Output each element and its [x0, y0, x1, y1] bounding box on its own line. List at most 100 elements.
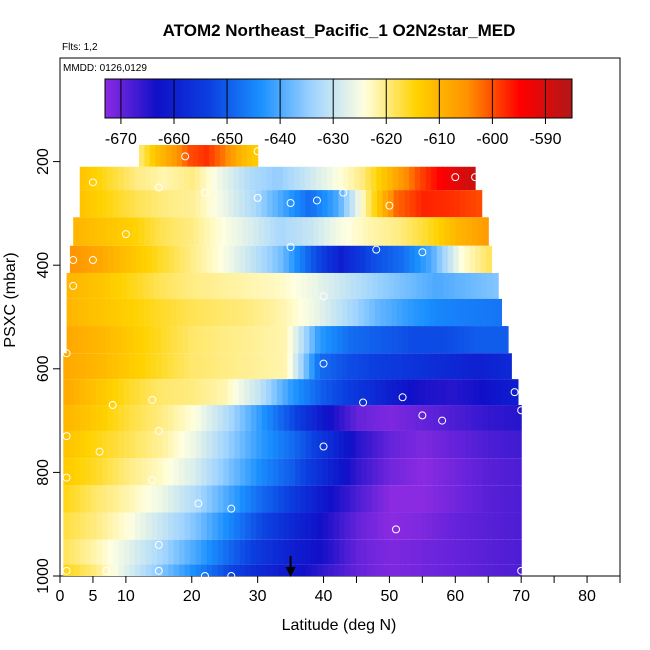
heatmap-cell [466, 405, 473, 431]
heatmap-cell [443, 539, 451, 565]
heatmap-cell [126, 272, 133, 299]
heatmap-cell [123, 458, 131, 486]
heatmap-cell [63, 512, 70, 540]
heatmap-cell [488, 512, 495, 540]
heatmap-cell [304, 166, 311, 191]
heatmap-cell [121, 298, 128, 327]
colorbar-segment [548, 79, 553, 118]
heatmap-cell [178, 190, 185, 218]
heatmap-cell [410, 485, 417, 513]
heatmap-cell [228, 166, 235, 191]
heatmap-cell [227, 379, 234, 406]
heatmap-cell [244, 190, 252, 218]
heatmap-cell [123, 405, 131, 431]
heatmap-cell [438, 539, 445, 565]
heatmap-cell [233, 166, 240, 191]
heatmap-cell [357, 217, 364, 246]
colorbar-segment [385, 79, 389, 118]
heatmap-cell [183, 353, 190, 380]
heatmap-cell [278, 405, 285, 431]
colorbar-segment [539, 79, 544, 118]
colorbar-segment [107, 79, 112, 118]
colorbar-segment [431, 79, 436, 118]
heatmap-cell [121, 272, 128, 299]
heatmap-cell [460, 512, 467, 540]
heatmap-cell [83, 326, 90, 354]
heatmap-cell [123, 379, 130, 406]
heatmap-cell [129, 539, 136, 565]
data-point [62, 349, 71, 358]
heatmap-cell [493, 512, 500, 540]
heatmap-cell [469, 245, 476, 273]
heatmap-cell [283, 245, 290, 273]
heatmap-cell [250, 458, 257, 486]
colorbar-segment [154, 79, 159, 118]
heatmap-cell [146, 564, 153, 576]
heatmap-cell [134, 379, 141, 406]
heatmap-cell [123, 430, 131, 459]
heatmap-cell [234, 512, 241, 540]
heatmap-cell [75, 245, 82, 273]
heatmap-cell [146, 405, 153, 431]
heatmap-cell [289, 512, 296, 540]
heatmap-cell [322, 430, 329, 459]
heatmap-cell [217, 190, 224, 218]
heatmap-row [63, 379, 519, 406]
heatmap-cell [254, 353, 261, 380]
heatmap-cell [63, 458, 70, 486]
heatmap-cell [250, 190, 257, 218]
heatmap-cell [212, 405, 219, 431]
heatmap-cell [339, 564, 346, 576]
heatmap-cell [372, 272, 379, 299]
heatmap-cell [305, 245, 312, 273]
heatmap-cell [360, 190, 367, 218]
heatmap-cell [297, 217, 304, 246]
heatmap-cell [337, 166, 344, 191]
heatmap-cell [359, 326, 366, 354]
colorbar-segment [210, 79, 214, 118]
heatmap-cell [217, 539, 224, 565]
colorbar-segment [329, 79, 334, 118]
data-point [286, 199, 295, 208]
heatmap-cell [211, 166, 218, 191]
colorbar: -670 -660 -650 -640 -630 -620 -610 -600 -590 [104, 78, 573, 148]
heatmap-cell [220, 217, 227, 246]
heatmap-cell [160, 217, 167, 246]
heatmap-cell [135, 539, 142, 565]
heatmap-cell [221, 326, 228, 354]
heatmap-cell [405, 430, 412, 459]
heatmap-cell [488, 539, 495, 565]
heatmap-cell [510, 405, 517, 431]
heatmap-cell [190, 539, 197, 565]
heatmap-cell [410, 272, 417, 299]
heatmap-cell [200, 190, 207, 218]
heatmap-cell [512, 379, 519, 406]
colorbar-segment [195, 79, 199, 118]
heatmap-cell [394, 539, 401, 565]
heatmap-cell [415, 190, 422, 218]
heatmap-cell [203, 272, 210, 299]
heatmap-cell [135, 512, 142, 540]
heatmap-cell [85, 430, 92, 459]
heatmap-cell [361, 539, 368, 565]
heatmap-cell [96, 458, 103, 486]
heatmap-cell [477, 217, 484, 246]
heatmap-row [66, 272, 499, 299]
colorbar-segment [277, 79, 281, 118]
heatmap-cell [228, 430, 235, 459]
heatmap-cell [217, 405, 224, 431]
heatmap-cell [432, 539, 440, 565]
colorbar-tick-label: -650 [211, 131, 243, 148]
colorbar-segment [148, 79, 153, 118]
heatmap-cell [215, 298, 222, 327]
colorbar-segment [265, 79, 269, 118]
heatmap-cell [450, 217, 457, 246]
heatmap-cell [359, 379, 366, 406]
heatmap-cell [294, 485, 302, 513]
heatmap-cell [482, 564, 489, 576]
heatmap-cell [245, 405, 252, 431]
heatmap-cell [374, 298, 381, 327]
heatmap-cell [515, 512, 522, 540]
data-point [339, 188, 348, 197]
